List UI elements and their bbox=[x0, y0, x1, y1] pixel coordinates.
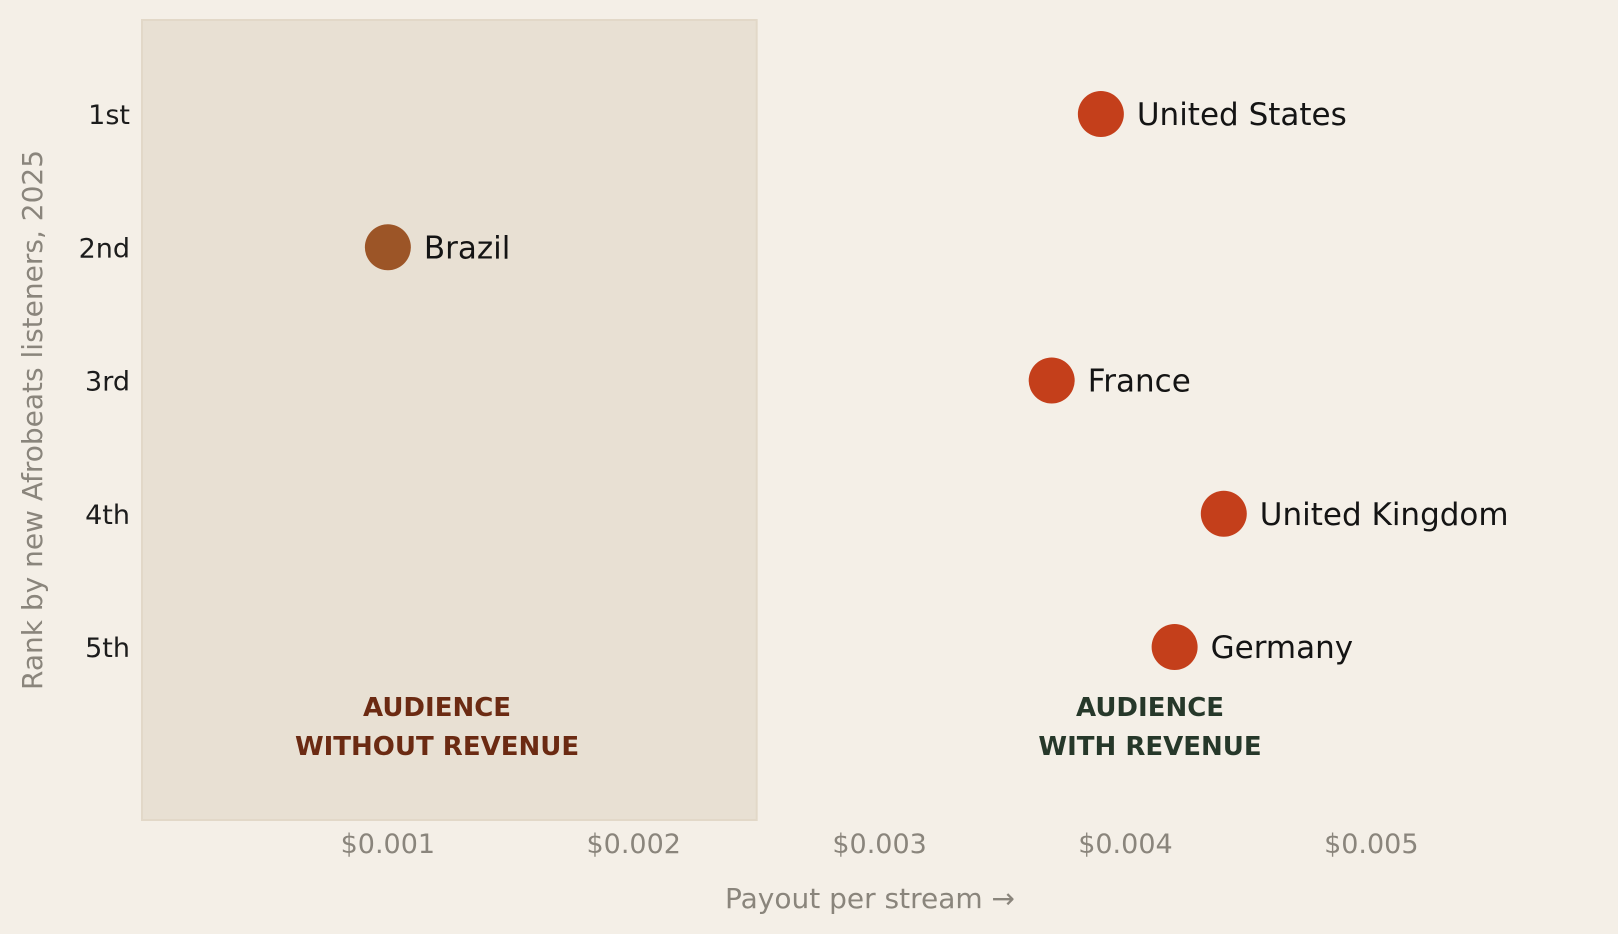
x-tick-label: $0.005 bbox=[1324, 829, 1418, 860]
y-axis-ticks: 1st 2nd 3rd 4th 5th bbox=[79, 100, 130, 664]
zone-annotation: AUDIENCE WITH REVENUE bbox=[1038, 693, 1261, 762]
zone-annotations: AUDIENCE WITHOUT REVENUE AUDIENCE WITH REVE… bbox=[295, 693, 1262, 762]
x-tick-label: $0.002 bbox=[586, 829, 680, 860]
y-axis-label: Rank by new Afrobeats listeners, 2025 bbox=[16, 150, 49, 690]
data-point-label: Germany bbox=[1211, 630, 1353, 666]
x-axis-label: Payout per stream → bbox=[725, 882, 1015, 915]
data-point-label: France bbox=[1088, 364, 1191, 400]
zone-annotation-line: WITH REVENUE bbox=[1038, 732, 1261, 762]
y-tick-label: 4th bbox=[85, 500, 130, 531]
x-axis-ticks: $0.001 $0.002 $0.003 $0.004 $0.005 bbox=[341, 829, 1419, 860]
zone-annotation-line: AUDIENCE bbox=[1076, 693, 1224, 723]
data-point bbox=[1028, 357, 1075, 404]
y-tick-label: 2nd bbox=[79, 233, 130, 264]
data-points: United States Brazil France United Kingdom G… bbox=[364, 91, 1509, 670]
data-point-label: United Kingdom bbox=[1260, 497, 1509, 533]
data-point-label: Brazil bbox=[424, 230, 511, 266]
data-point bbox=[364, 224, 411, 271]
data-point bbox=[1077, 91, 1124, 137]
zone-annotation: AUDIENCE WITHOUT REVENUE bbox=[295, 693, 579, 762]
data-point bbox=[1200, 490, 1247, 537]
zone-annotation-line: AUDIENCE bbox=[363, 693, 511, 723]
x-tick-label: $0.003 bbox=[832, 829, 926, 860]
data-point bbox=[1151, 624, 1198, 670]
y-tick-label: 1st bbox=[88, 100, 130, 131]
y-tick-label: 5th bbox=[85, 633, 130, 664]
y-tick-label: 3rd bbox=[85, 367, 130, 398]
x-tick-label: $0.004 bbox=[1078, 829, 1172, 860]
zone-annotation-line: WITHOUT REVENUE bbox=[295, 732, 579, 762]
data-point-label: United States bbox=[1137, 97, 1347, 133]
x-tick-label: $0.001 bbox=[341, 829, 435, 860]
no-revenue-zone bbox=[141, 19, 758, 821]
